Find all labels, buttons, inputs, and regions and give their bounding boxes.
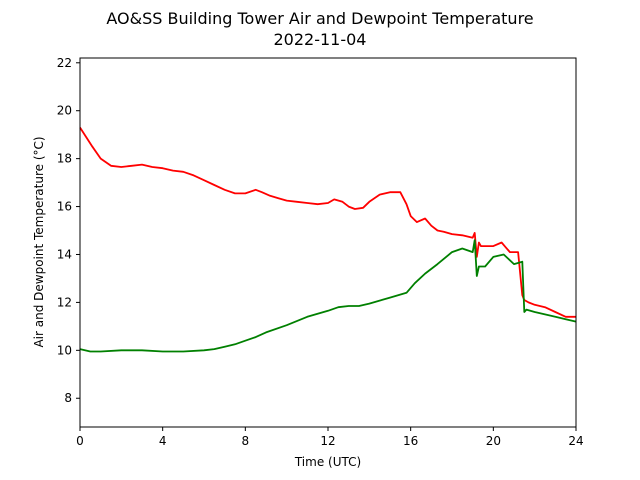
y-tick-label: 22 — [57, 56, 72, 70]
x-tick-label: 12 — [320, 434, 335, 448]
x-axis: 0 4 8 12 16 20 24 — [76, 427, 584, 448]
y-tick-label: 14 — [57, 247, 72, 261]
y-tick-label: 18 — [57, 152, 72, 166]
x-tick-label: 24 — [568, 434, 583, 448]
chart-title: AO&SS Building Tower Air and Dewpoint Te… — [106, 9, 533, 28]
y-axis-label: Air and Dewpoint Temperature (°C) — [32, 136, 46, 347]
y-tick-label: 20 — [57, 104, 72, 118]
y-axis: 8 10 12 14 16 18 20 22 — [57, 56, 80, 405]
x-axis-label: Time (UTC) — [294, 455, 361, 469]
y-tick-label: 12 — [57, 295, 72, 309]
y-tick-label: 8 — [64, 391, 72, 405]
x-tick-label: 4 — [159, 434, 167, 448]
x-tick-label: 20 — [486, 434, 501, 448]
chart-subtitle: 2022-11-04 — [274, 30, 367, 49]
x-tick-label: 0 — [76, 434, 84, 448]
series-line-0 — [79, 127, 576, 318]
x-tick-label: 8 — [242, 434, 250, 448]
y-tick-label: 16 — [57, 200, 72, 214]
series-line-1 — [79, 239, 577, 353]
y-tick-label: 10 — [57, 343, 72, 357]
x-tick-label: 16 — [403, 434, 418, 448]
plot-lines — [79, 127, 577, 353]
